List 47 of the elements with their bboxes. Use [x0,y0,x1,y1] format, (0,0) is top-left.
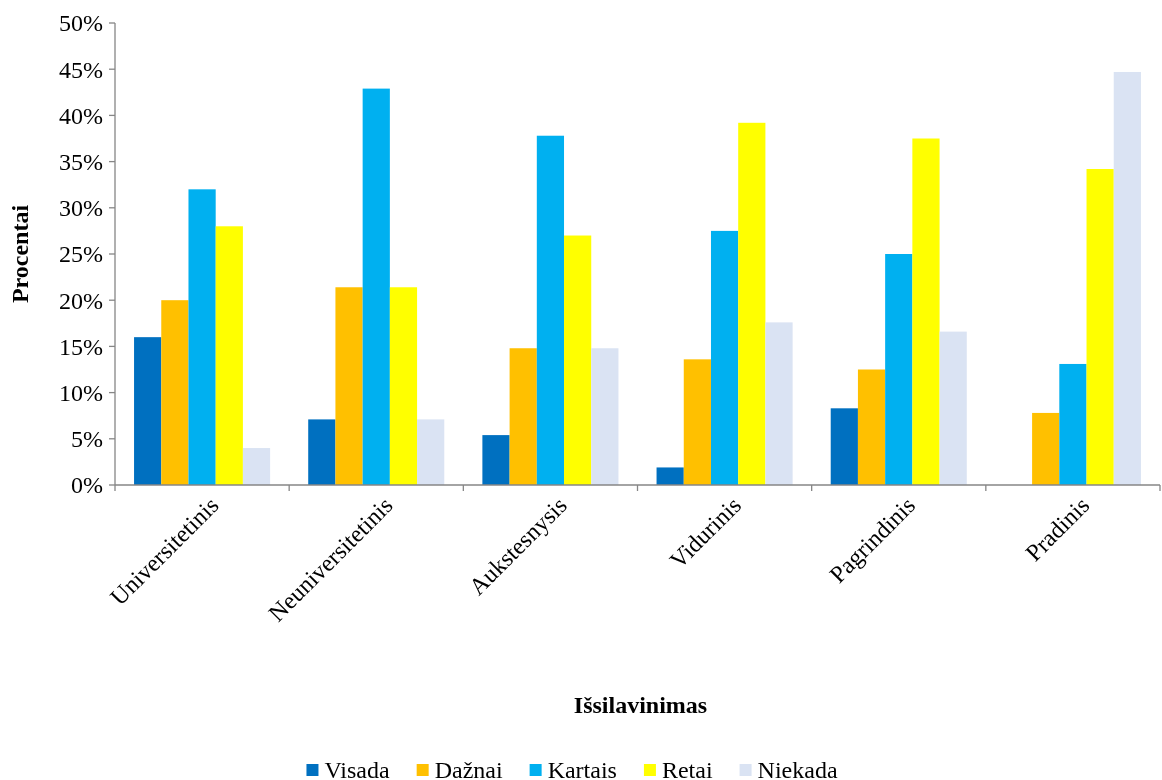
y-tick-label: 30% [59,195,103,222]
bar [1059,363,1087,485]
y-tick-label: 20% [59,287,103,314]
bar [215,226,243,485]
bar [1032,412,1060,485]
bar [683,359,711,485]
y-tick-label: 5% [71,426,103,453]
bar [591,348,619,485]
bar [389,287,418,485]
bar [509,348,537,485]
bar [134,337,162,485]
bar [885,254,913,485]
y-axis-title: Procentai [7,204,33,304]
bar [1113,71,1141,485]
bar [912,138,940,485]
bar [1086,168,1114,485]
bar [308,419,336,485]
legend-label: Kartais [547,757,617,780]
bar [417,419,445,485]
bar [830,408,858,485]
x-axis-title: Išsilavinimas [573,692,708,718]
bar [536,135,565,485]
y-tick-label: 35% [59,149,103,175]
bar [738,122,766,485]
bar [765,322,793,485]
y-tick-label: 40% [59,102,103,129]
bar [564,235,592,485]
bar [188,189,216,485]
y-tick-label: 50% [59,10,103,37]
bar [482,435,510,485]
bar [362,88,390,485]
bar [161,300,189,485]
y-tick-label: 10% [59,380,103,406]
legend-label: Dažnai [434,757,503,780]
y-tick-label: 15% [59,333,103,360]
legend-label: Niekada [757,757,838,780]
y-tick-label: 25% [59,241,103,268]
y-tick-label: 45% [59,56,103,83]
legend-label: Visada [324,757,391,780]
bar [939,331,967,485]
bar [710,230,739,485]
bar [335,287,363,485]
bar [656,467,684,485]
bar [857,369,886,485]
y-tick-label: 0% [71,472,103,499]
bar [242,448,271,485]
legend-label: Retai [661,757,713,780]
